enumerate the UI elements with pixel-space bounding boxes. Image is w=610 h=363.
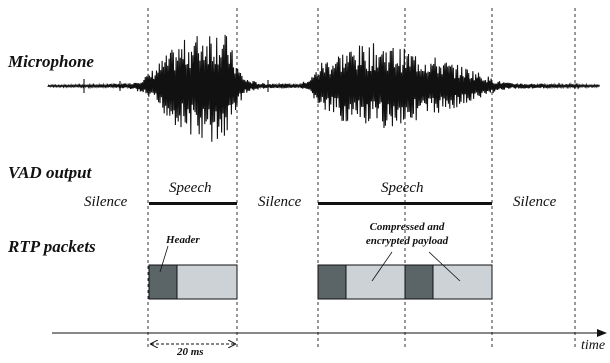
rtp-packets-label: RTP packets <box>8 237 96 256</box>
packet-header-block <box>404 264 434 300</box>
vad-state-speech: Speech <box>169 180 212 196</box>
vad-state-speech: Speech <box>381 180 424 196</box>
microphone-label: Microphone <box>8 52 94 71</box>
packet-header-block <box>317 264 347 300</box>
vad-state-silence: Silence <box>84 194 128 210</box>
vad-state-silence: Silence <box>258 194 302 210</box>
duration-label: 20 ms <box>177 346 204 358</box>
rtp-packet <box>404 264 493 300</box>
payload-leader-line <box>371 251 393 282</box>
payload-leader-line <box>428 251 461 282</box>
vad-output-label: VAD output <box>8 163 92 182</box>
rtp-packet <box>148 264 238 300</box>
payload-annotation: Compressed and encrypted payload <box>352 220 462 248</box>
rtp-packet <box>317 264 406 300</box>
packet-header-block <box>148 264 178 300</box>
packet-payload-block <box>432 264 493 300</box>
payload-annotation-line: Compressed and <box>369 221 445 233</box>
time-axis-label: time <box>581 338 606 353</box>
vad-state-silence: Silence <box>513 194 557 210</box>
vad-speech-bar <box>149 202 237 205</box>
payload-annotation-line: encrypted payload <box>365 235 449 247</box>
microphone-waveform <box>47 34 601 142</box>
header-annotation: Header <box>166 234 200 246</box>
packet-payload-block <box>176 264 238 300</box>
header-leader-line <box>159 245 169 273</box>
vad-speech-bar <box>318 202 492 205</box>
packet-payload-block <box>345 264 406 300</box>
